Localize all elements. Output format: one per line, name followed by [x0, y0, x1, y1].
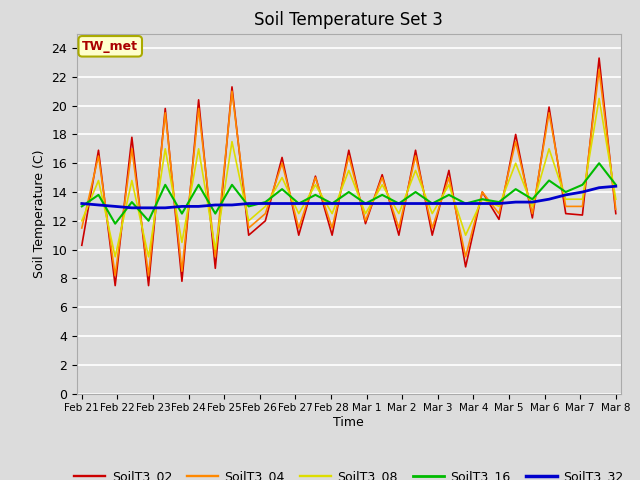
- Legend: SoilT3_02, SoilT3_04, SoilT3_08, SoilT3_16, SoilT3_32: SoilT3_02, SoilT3_04, SoilT3_08, SoilT3_…: [69, 465, 628, 480]
- Title: Soil Temperature Set 3: Soil Temperature Set 3: [254, 11, 444, 29]
- X-axis label: Time: Time: [333, 416, 364, 429]
- Y-axis label: Soil Temperature (C): Soil Temperature (C): [33, 149, 45, 278]
- Text: TW_met: TW_met: [82, 40, 138, 53]
